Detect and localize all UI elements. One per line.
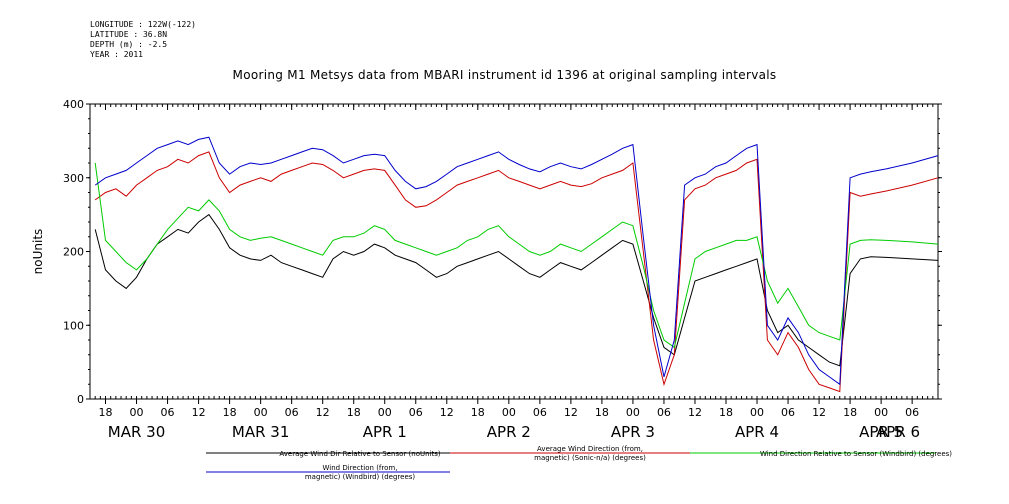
day-label: APR 2 [487,423,531,441]
x-tick-label: 12 [316,406,330,419]
legend-entry-0-label: Average Wind Dir Relative to Sensor (noU… [279,450,440,458]
x-tick-label: 18 [843,406,857,419]
x-tick-label: 06 [161,406,175,419]
series-line-0 [94,213,939,367]
day-label: APR 6 [876,423,920,441]
x-tick-label: 18 [347,406,361,419]
x-tick-label: 12 [688,406,702,419]
x-tick-label: 18 [99,406,113,419]
y-tick-label: 400 [63,98,84,111]
series-line-1 [94,151,939,393]
day-label: MAR 31 [232,423,289,441]
x-tick-label: 00 [626,406,640,419]
y-tick-label: 100 [63,319,84,332]
x-tick-label: 06 [781,406,795,419]
x-tick-label: 06 [905,406,919,419]
x-tick-label: 00 [750,406,764,419]
x-tick-label: 18 [719,406,733,419]
metadata-block: LONGITUDE : 122W(-122) LATITUDE : 36.8N … [90,20,196,60]
day-label: MAR 30 [108,423,165,441]
x-tick-label: 12 [192,406,206,419]
longitude-label: LONGITUDE : 122W(-122) [90,20,196,29]
day-label: APR 4 [735,423,779,441]
y-tick-label: 0 [77,393,84,406]
x-tick-label: 12 [812,406,826,419]
legend-entry-1-label-1: Average Wind Direction (from, [537,445,643,453]
x-tick-label: 12 [564,406,578,419]
y-tick-label: 300 [63,172,84,185]
y-tick-label: 200 [63,246,84,259]
latitude-label: LATITUDE : 36.8N [90,30,168,39]
legend-entry-2-label: Wind Direction Relative to Sensor (Windb… [760,450,952,458]
legend-entry-1-label-2: magnetic) (Sonic-n/a) (degrees) [534,454,646,462]
series-layer [94,136,939,393]
x-tick-label: 18 [471,406,485,419]
year-label: YEAR : 2011 [90,50,143,59]
x-tick-label: 00 [378,406,392,419]
x-tick-label: 00 [130,406,144,419]
depth-label: DEPTH (m) : -2.5 [90,40,168,49]
plot-frame [89,103,939,400]
x-tick-label: 06 [285,406,299,419]
x-tick-label: 18 [595,406,609,419]
day-label: APR 3 [611,423,655,441]
x-tick-label: 00 [254,406,268,419]
series-line-2 [94,162,939,349]
x-tick-label: 06 [533,406,547,419]
x-tick-label: 06 [409,406,423,419]
legend-entry-3-label-2: magnetic) (Windbird) (degrees) [305,473,416,481]
x-tick-label: 18 [223,406,237,419]
axes: 0 100 200 300 400 noUnits 18 00 06 12 18 00 06 12 18 00… [31,98,942,441]
series-line-3 [94,136,939,386]
x-tick-label: 06 [657,406,671,419]
x-tick-label: 12 [440,406,454,419]
y-axis-label: noUnits [31,229,45,275]
legend-entry-3-label-1: Wind Direction (from, [323,464,398,472]
legend: Average Wind Dir Relative to Sensor (noU… [206,445,952,481]
x-tick-label: 00 [874,406,888,419]
day-label: APR 5 [859,423,903,441]
chart-title: Mooring M1 Metsys data from MBARI instru… [232,68,777,82]
day-label: APR 1 [363,423,407,441]
x-tick-label: 00 [502,406,516,419]
